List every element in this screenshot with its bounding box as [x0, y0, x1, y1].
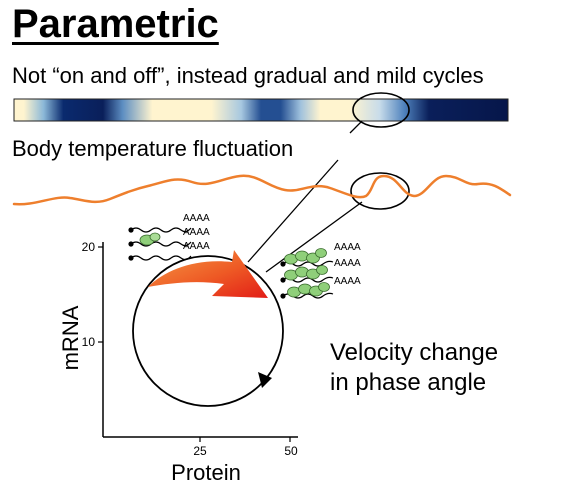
- cycle-arrowhead: [258, 372, 272, 388]
- ribosome-icon: [139, 232, 161, 246]
- pointer-line-temp: [247, 159, 339, 263]
- x-tick-label-50: 50: [284, 444, 298, 458]
- y-tick-label-20: 20: [82, 240, 96, 254]
- x-tick-label-25: 25: [193, 444, 207, 458]
- poly-a-tail: AAAA: [183, 227, 210, 238]
- poly-a-tail: AAAA: [183, 213, 210, 224]
- pointer-line-heatmap: [349, 120, 363, 134]
- mrna-strand-icon: AAAA: [128, 227, 210, 247]
- poly-a-tail: AAAA: [334, 242, 361, 253]
- mrna-group-right: AAAA AAAA AAAA: [280, 242, 361, 299]
- mrna-strand-icon: AAAA: [128, 241, 210, 261]
- y-axis-title: mRNA: [58, 305, 83, 370]
- cycle-arrow-icon: [132, 255, 284, 407]
- temperature-wave: [12, 174, 512, 206]
- plot-axes: 20 10 25 50 mRNA Protein: [58, 240, 298, 485]
- velocity-label: Velocity change in phase angle: [330, 338, 498, 398]
- ribosome-icon: [284, 248, 330, 298]
- mrna-group-left: AAAA AAAA AAAA: [128, 213, 210, 261]
- pointer-line-wave: [265, 201, 363, 273]
- magnifier-ellipse-heatmap: [352, 92, 410, 128]
- heatmap-bar: [13, 98, 509, 122]
- poly-a-tail: AAAA: [334, 276, 361, 287]
- poly-a-tail: AAAA: [183, 241, 210, 252]
- limit-cycle-circle: [132, 255, 284, 407]
- poly-a-tail: AAAA: [334, 258, 361, 269]
- velocity-label-line-2: in phase angle: [330, 369, 487, 396]
- mrna-strand-icon: AAAA: [128, 213, 210, 233]
- subtitle: Not “on and off”, instead gradual and mi…: [12, 63, 484, 88]
- y-tick-label-10: 10: [82, 335, 96, 349]
- magnifier-ellipse-wave: [350, 172, 410, 210]
- velocity-change-arrow: [148, 250, 268, 298]
- fluctuation-label: Body temperature fluctuation: [12, 136, 294, 161]
- velocity-label-line-1: Velocity change: [330, 339, 499, 366]
- x-axis-title: Protein: [171, 460, 241, 485]
- page-title: Parametric: [12, 2, 219, 46]
